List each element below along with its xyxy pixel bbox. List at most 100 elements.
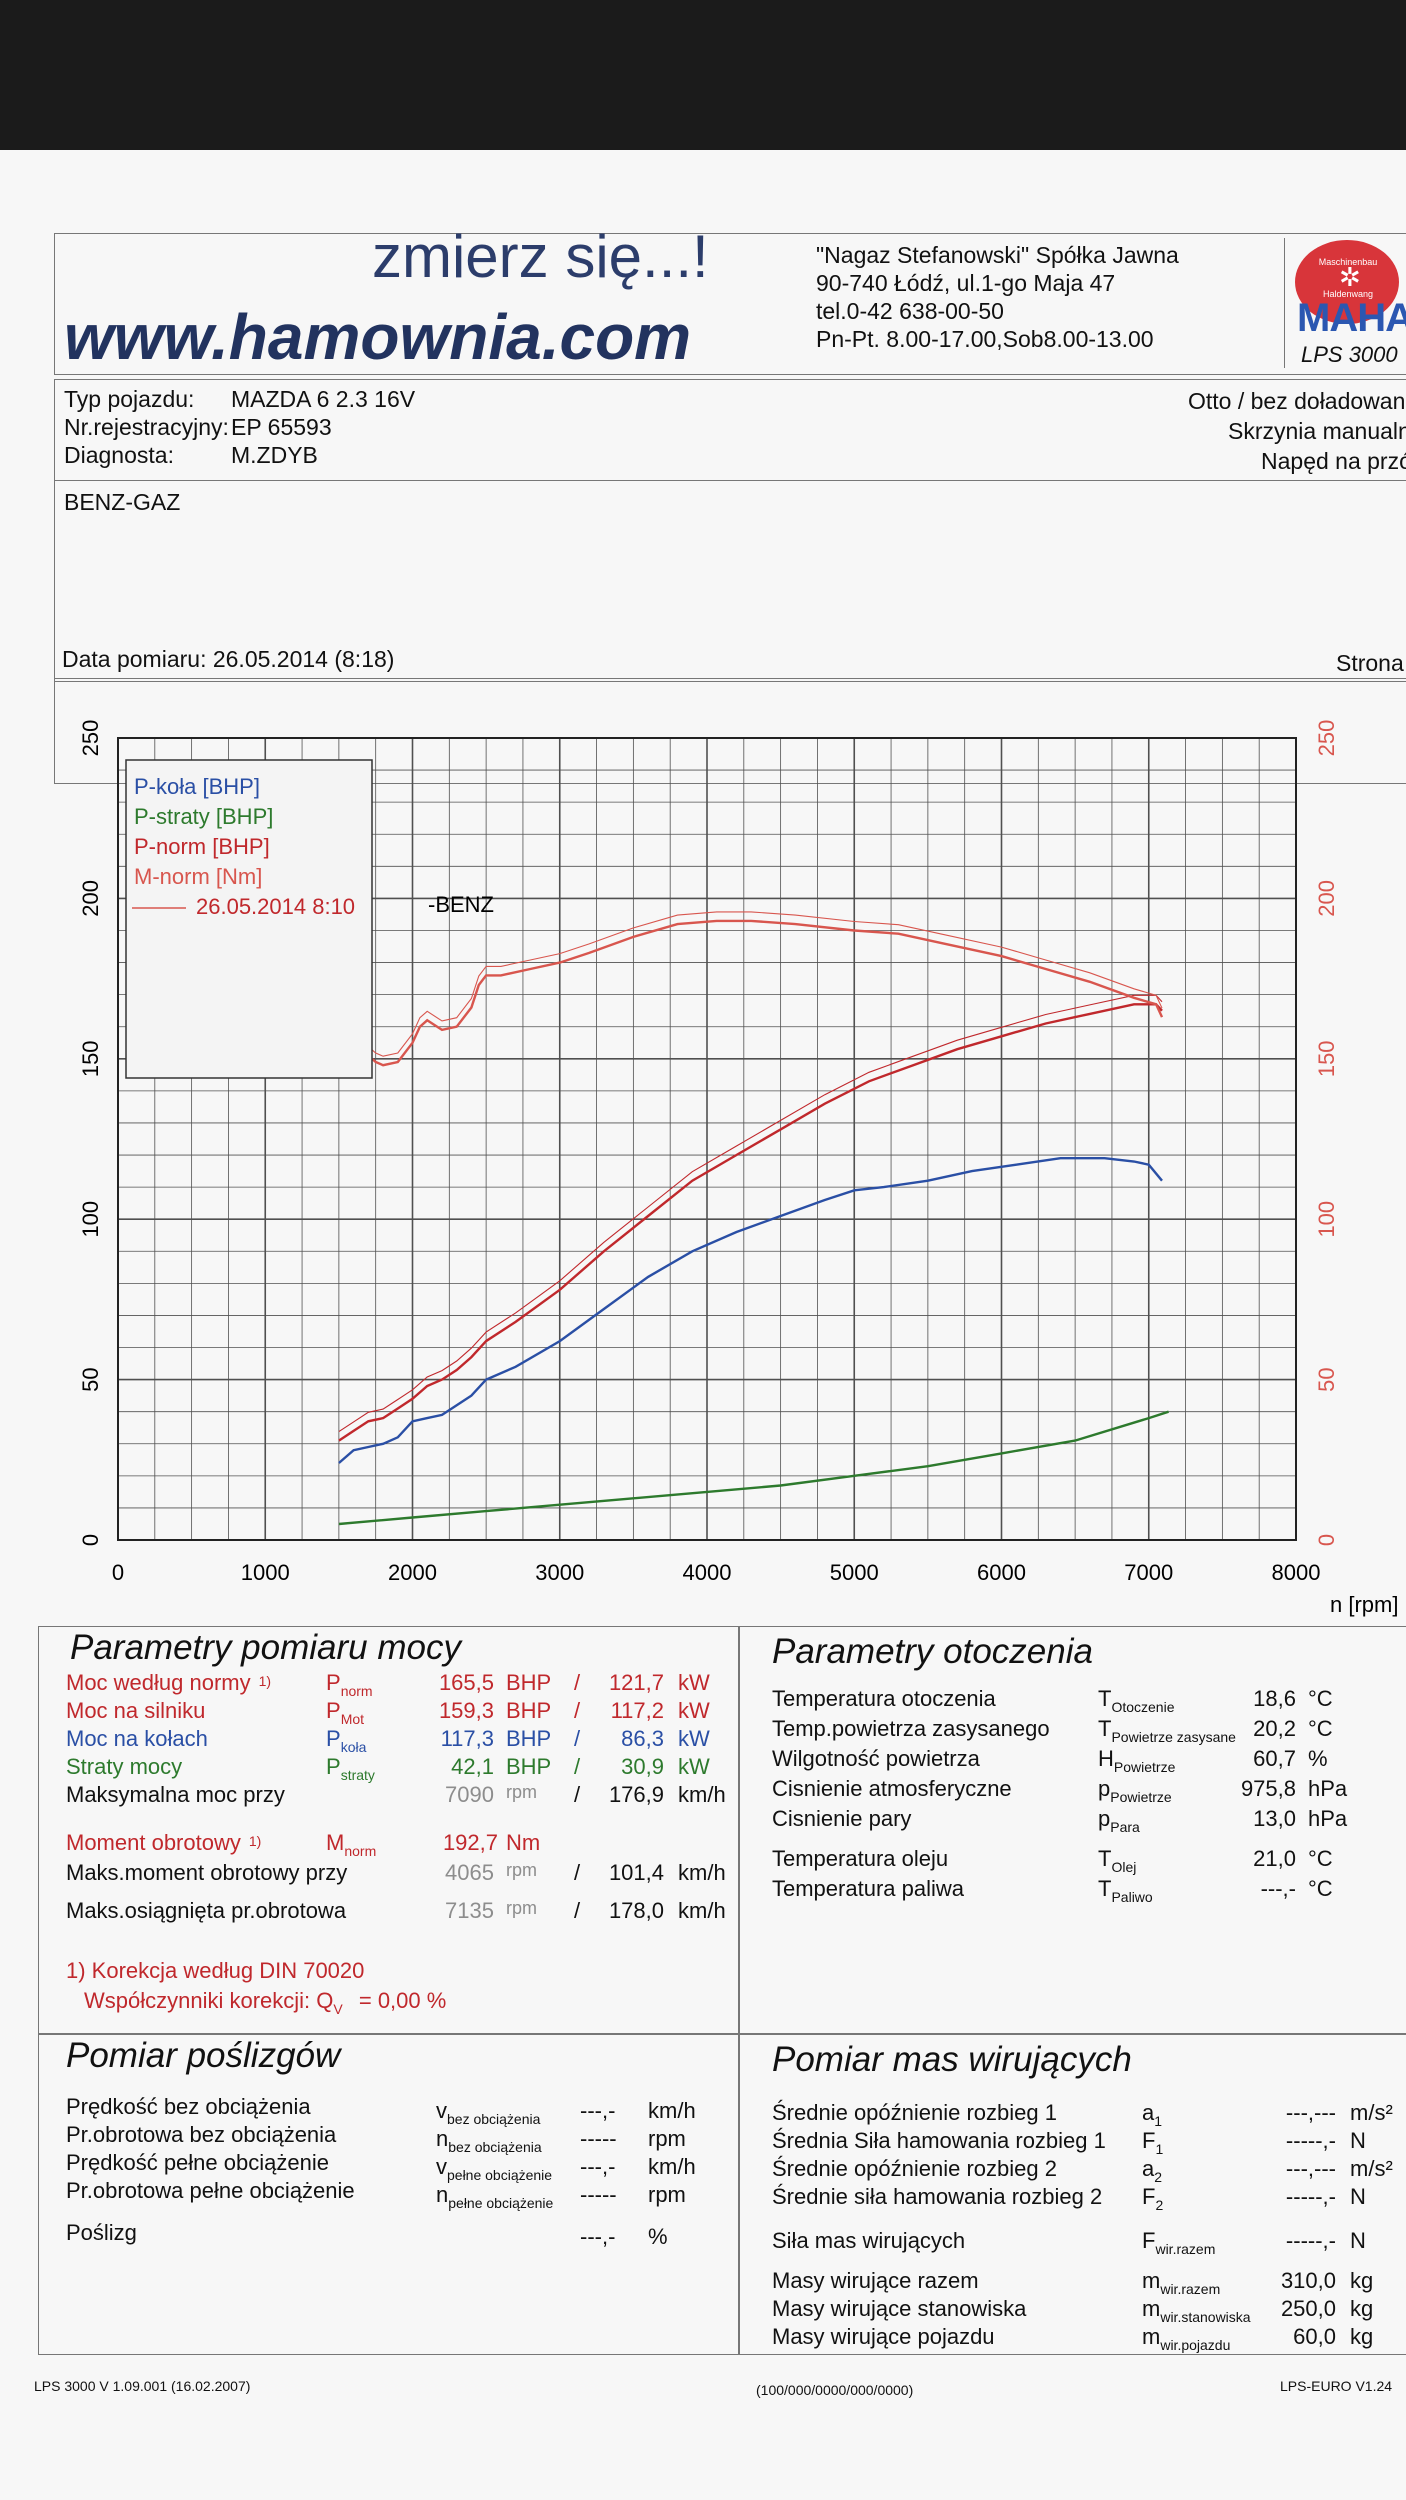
slip-row-unit: % [648, 2224, 668, 2249]
env-row-value: 20,2 [1253, 1716, 1296, 1741]
x-tick-label: 4000 [683, 1560, 732, 1585]
vehicle-box [54, 379, 1406, 784]
env-row-value: 21,0 [1253, 1846, 1296, 1871]
power-row-separator: / [574, 1782, 581, 1807]
mass-row-label: Masy wirujące pojazdu [772, 2324, 995, 2349]
power-row-unit-1: BHP [506, 1726, 552, 1751]
series-line-2 [338, 1003, 1163, 1442]
mass-row-symbol: mwir.razem [1142, 2268, 1220, 2297]
power-row-label-text: Maks.osiągnięta pr.obrotowa [66, 1898, 347, 1923]
slip-row-value: ---,- [580, 2224, 616, 2249]
power-row-label: Moc według normy 1) [66, 1670, 271, 1696]
power-row-label: Straty mocy [66, 1754, 182, 1780]
mass-row-label: Średnie siła hamowania rozbieg 2 [772, 2184, 1103, 2209]
series-line-reference-2 [338, 994, 1163, 1433]
legend-entry: P-norm [BHP] [134, 834, 270, 859]
power-row-value-2: 117,2 [610, 1698, 664, 1723]
mass-row-symbol-main: F [1142, 2228, 1156, 2253]
power-row-separator: / [574, 1698, 581, 1723]
env-row-value: 13,0 [1253, 1806, 1296, 1831]
power-row-unit-2: km/h [678, 1898, 726, 1923]
company-line-4: Pn-Pt. 8.00-17.00,Sob8.00-13.00 [816, 326, 1154, 352]
env-row-label: Temp.powietrza zasysanego [772, 1716, 1050, 1741]
power-row-symbol-sub: Mot [340, 1711, 365, 1727]
env-row-label: Temperatura oleju [772, 1846, 949, 1871]
mass-row-symbol-main: a [1142, 2100, 1155, 2125]
mass-row-symbol: F2 [1142, 2184, 1163, 2213]
power-row-unit-1: rpm [506, 1860, 537, 1880]
power-row-symbol: PMot [326, 1698, 364, 1727]
env-row-symbol: TPowietrze zasysane [1098, 1716, 1236, 1745]
y-tick-label-right: 100 [1314, 1201, 1339, 1238]
power-row-value-1: 159,3 [438, 1698, 494, 1723]
vehicle-value-type: MAZDA 6 2.3 16V [231, 386, 416, 412]
footer-center: (100/000/0000/000/0000) [756, 2382, 914, 2398]
x-axis-label: n [rpm] [1330, 1592, 1398, 1617]
power-row-label-text: Moc według normy [66, 1670, 251, 1695]
env-row-symbol: TPaliwo [1098, 1876, 1153, 1905]
env-row-symbol-main: T [1098, 1846, 1112, 1871]
slip-box [38, 2033, 740, 2355]
env-row-symbol: TOlej [1098, 1846, 1136, 1875]
mass-row-symbol-sub: 2 [1154, 2169, 1163, 2185]
series-line-1 [338, 1410, 1169, 1526]
chart-annotation: -BENZ [428, 892, 494, 917]
x-tick-label: 2000 [388, 1560, 437, 1585]
y-tick-label-left: 250 [78, 720, 103, 757]
mass-row-symbol-sub: 2 [1155, 2197, 1164, 2213]
power-row-footnote-mark: 1) [258, 1673, 272, 1689]
vehicle-engine-type: Otto / bez doładowania [1188, 388, 1406, 414]
legend-date: 26.05.2014 8:10 [196, 894, 355, 919]
series-line-reference-3 [338, 911, 1163, 1063]
slip-row-unit: rpm [648, 2126, 686, 2151]
slip-row-symbol-sub: pełne obciążenie [447, 2167, 553, 2183]
mass-row-symbol-sub: wir.stanowiska [1160, 2309, 1251, 2325]
mass-row-value: 310,0 [1280, 2268, 1336, 2293]
slip-row-symbol-sub: pełne obciążenie [448, 2195, 554, 2211]
slip-row-label: Pr.obrotowa pełne obciążenie [66, 2178, 355, 2203]
dyno-report-sheet: zmierz się...! www.hamownia.com "Nagaz S… [0, 150, 1406, 2500]
power-row-value-1: 165,5 [438, 1670, 494, 1695]
y-tick-label-right: 0 [1314, 1534, 1339, 1546]
env-row-label: Temperatura paliwa [772, 1876, 964, 1901]
mass-row-label: Siła mas wirujących [772, 2228, 966, 2253]
env-row-unit: °C [1308, 1876, 1333, 1901]
slip-row-value: ---,- [580, 2098, 616, 2123]
slip-row-symbol-main: n [436, 2126, 449, 2151]
vehicle-label-type: Typ pojazdu: [64, 386, 195, 412]
slip-row-symbol-main: n [436, 2182, 449, 2207]
header-slogan: zmierz się...! [372, 223, 709, 290]
env-row-symbol-sub: Powietrze [1110, 1789, 1172, 1805]
mass-row-symbol-main: m [1142, 2296, 1161, 2321]
power-row-value-1: 7135 [445, 1898, 494, 1923]
correction-footnote: 1) Korekcja według DIN 70020 [66, 1958, 365, 1983]
power-row-separator: / [574, 1754, 581, 1779]
power-row-symbol-sub: koła [340, 1739, 367, 1755]
slip-row-unit: km/h [648, 2154, 696, 2179]
env-row-label: Cisnienie pary [772, 1806, 912, 1831]
mass-row-unit: N [1350, 2128, 1366, 2153]
power-row-unit-1: BHP [506, 1670, 552, 1695]
mass-row-symbol-sub: 1 [1154, 2113, 1163, 2129]
date-divider-2 [54, 681, 1406, 682]
slip-row-symbol: npełne obciążenie [436, 2182, 553, 2211]
env-row-value: ---,- [1260, 1876, 1296, 1901]
power-row-value-2: 178,0 [608, 1898, 664, 1923]
y-tick-label-left: 0 [78, 1534, 103, 1546]
env-row-symbol-main: p [1098, 1806, 1111, 1831]
series-line-0 [338, 1157, 1163, 1464]
slip-row-symbol-main: v [436, 2154, 447, 2179]
env-params-title: Parametry otoczenia [772, 1632, 1093, 1671]
y-tick-label-right: 250 [1314, 720, 1339, 757]
env-row-symbol-sub: Para [1110, 1819, 1140, 1835]
dyno-chart: 0 1000 2000 3000 4000 5000 6000 7000 8000 0 0 50 50 1… [78, 720, 1398, 1617]
mass-row-label: Masy wirujące razem [772, 2268, 979, 2293]
power-row-unit-1: rpm [506, 1782, 537, 1802]
env-row-symbol-sub: Otoczenie [1111, 1699, 1175, 1715]
mass-row-symbol: a1 [1142, 2100, 1162, 2129]
mass-row-symbol-main: F [1142, 2128, 1156, 2153]
vehicle-label-registration: Nr.rejestracyjny: [64, 414, 229, 440]
company-line-1: "Nagaz Stefanowski" Spółka Jawna [816, 242, 1179, 268]
vehicle-divider [54, 480, 1406, 481]
mass-row-symbol: mwir.stanowiska [1142, 2296, 1251, 2325]
